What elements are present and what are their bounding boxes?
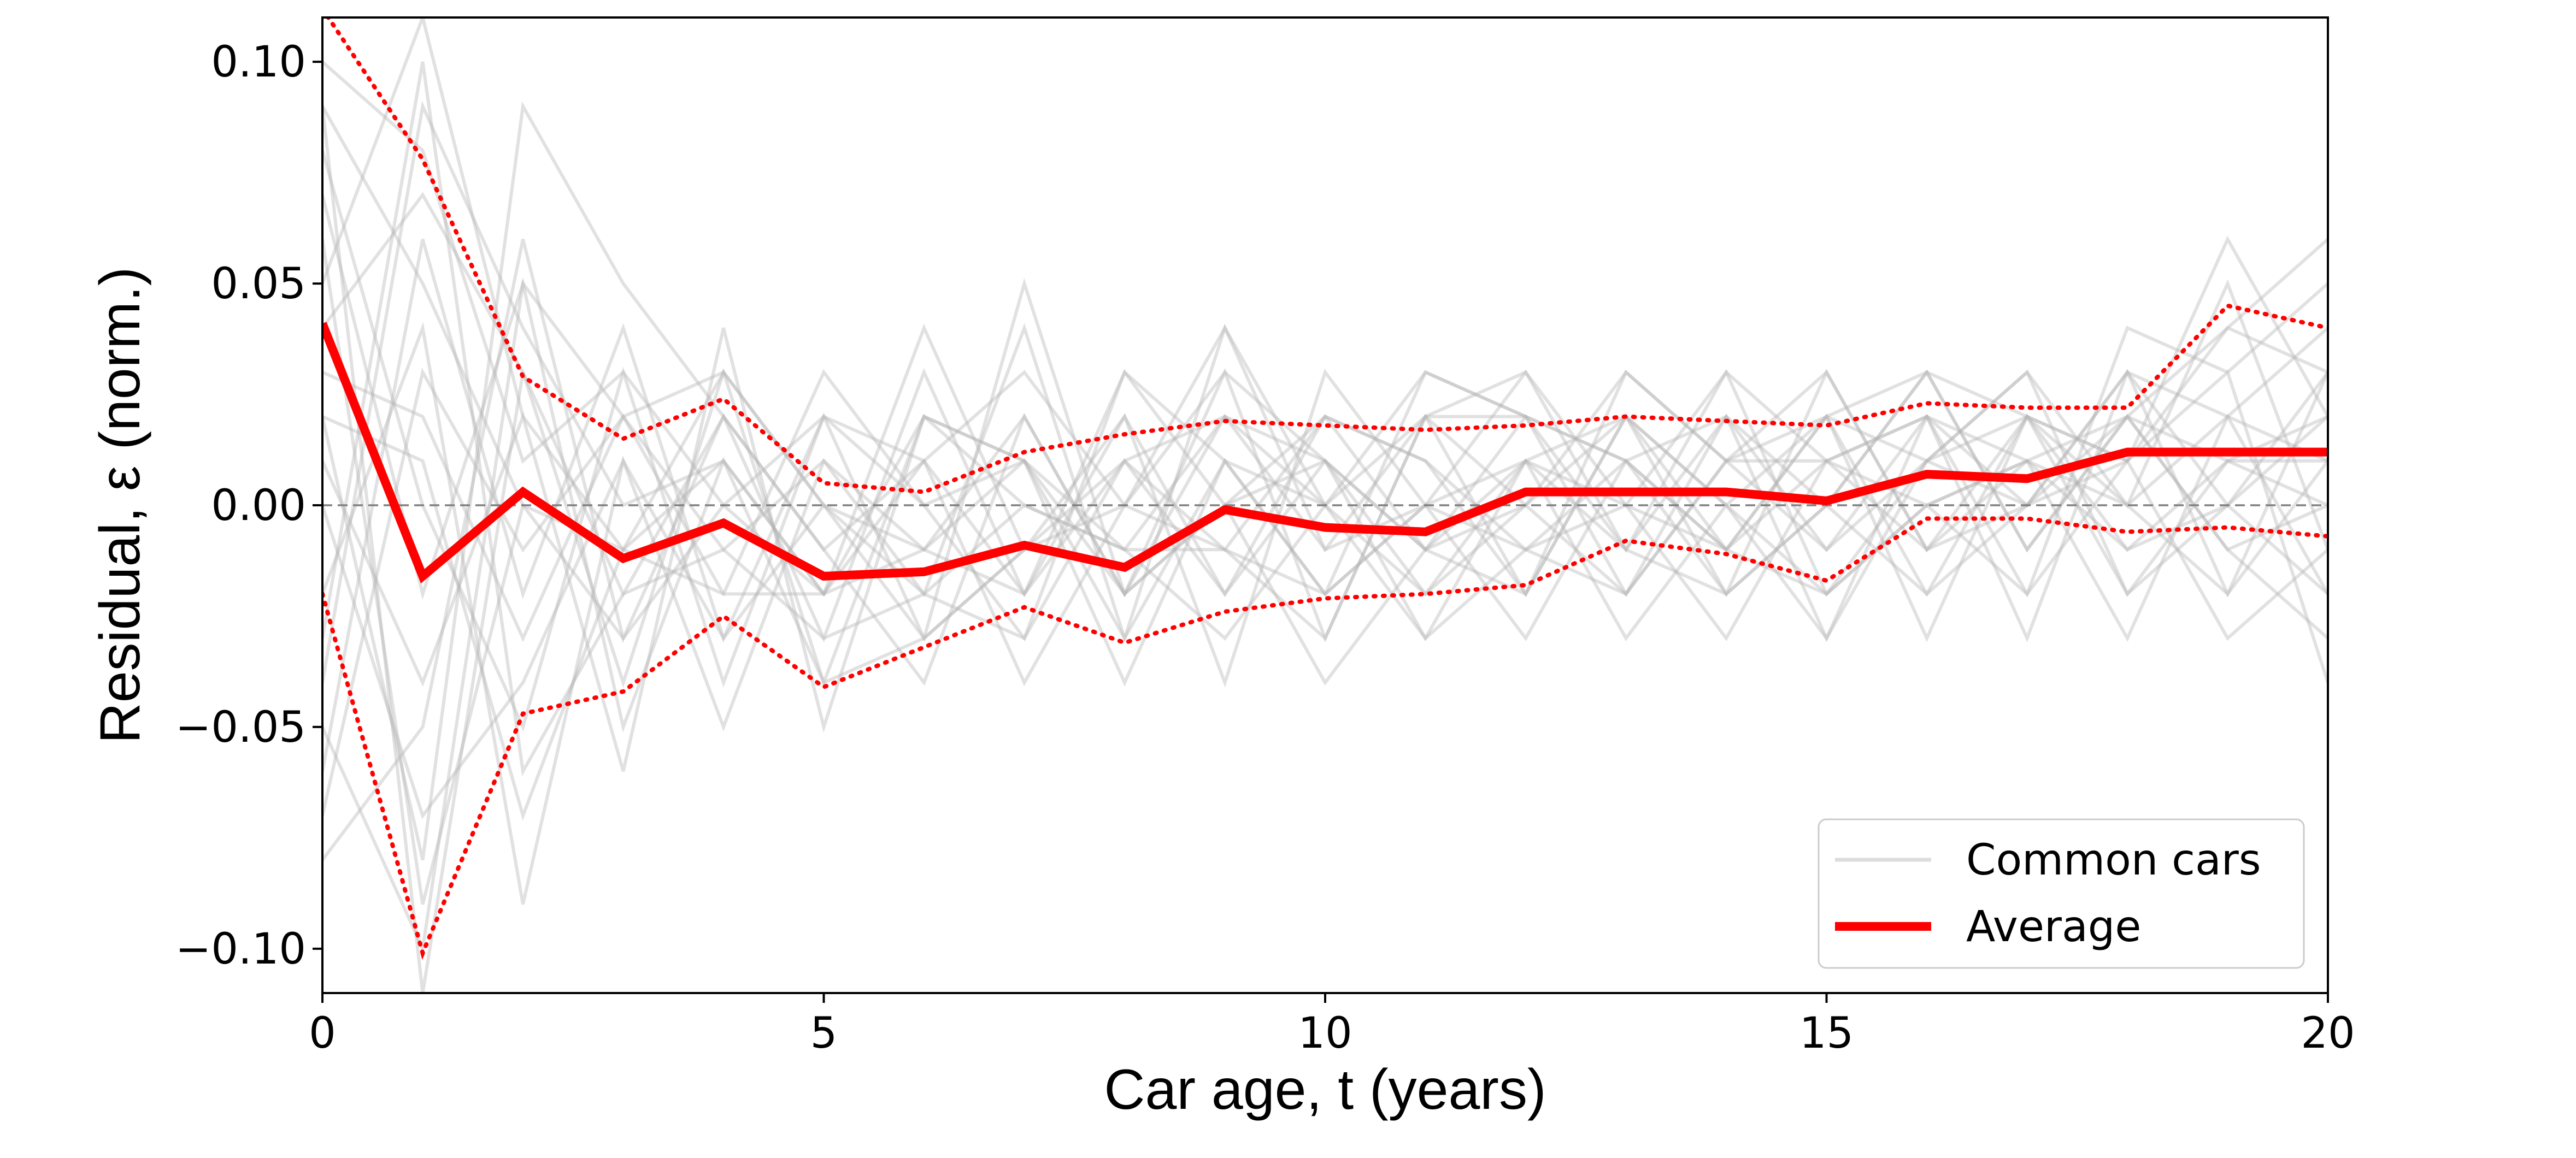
y-tick-label: 0.10 (211, 38, 306, 87)
x-axis-ticks: 0 5 10 15 20 (309, 993, 2355, 1058)
y-tick-label: −0.10 (175, 925, 306, 974)
common-car-line (322, 105, 2328, 642)
x-tick-label: 15 (1799, 1009, 1854, 1058)
average-line (322, 322, 2328, 584)
legend-common-cars-label: Common cars (1966, 836, 2261, 885)
x-axis-title: Car age, t (years) (1104, 1058, 1546, 1121)
common-car-line (322, 239, 2328, 861)
common-car-line (322, 194, 2328, 733)
common-car-line (322, 279, 2328, 955)
y-axis-title: Residual, ε (norm.) (89, 267, 152, 744)
legend-frame (1818, 818, 2305, 969)
y-tick-label: −0.05 (175, 703, 306, 752)
y-tick-label: 0.00 (211, 481, 306, 530)
x-tick-label: 20 (2301, 1009, 2355, 1058)
common-car-line (322, 17, 2328, 597)
common-car-line (322, 238, 2328, 772)
upper-band-line (325, 17, 2328, 494)
x-tick-label: 10 (1298, 1009, 1352, 1058)
plot-area (322, 17, 2328, 993)
common-car-line (322, 150, 2328, 732)
common-car-line (322, 101, 2328, 683)
common-car-line (322, 192, 2328, 643)
legend-average-label: Average (1966, 902, 2141, 952)
y-tick-label: 0.05 (211, 259, 306, 309)
common-car-line (322, 239, 2328, 772)
legend: Common cars Average (1818, 818, 2305, 969)
x-tick-label: 0 (309, 1009, 336, 1058)
x-tick-label: 5 (810, 1009, 838, 1058)
lower-band-line (322, 516, 2328, 960)
y-axis-ticks: 0.10 0.05 0.00 −0.05 −0.10 (175, 38, 322, 974)
common-car-line (322, 368, 2328, 819)
common-car-line (322, 101, 2328, 861)
